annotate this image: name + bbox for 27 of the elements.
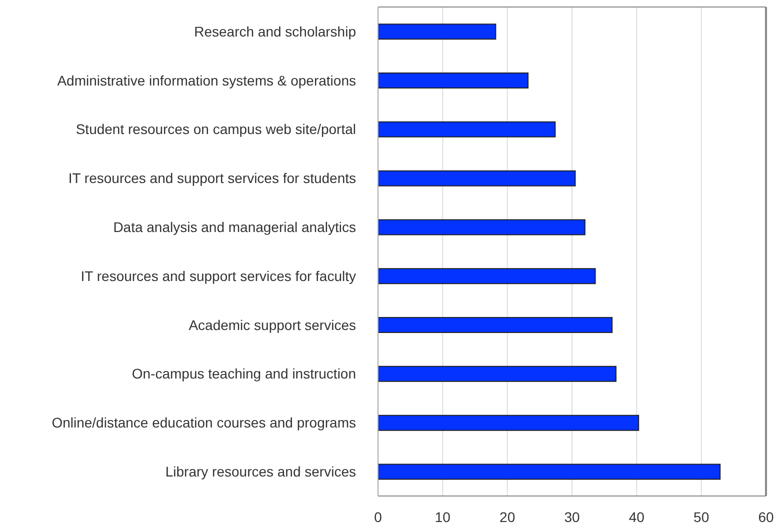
y-tick-label: Administrative information systems & operations	[57, 72, 356, 88]
bar	[378, 219, 586, 236]
y-tick-label: Data analysis and managerial analytics	[113, 219, 356, 236]
x-tick-label: 10	[434, 508, 451, 523]
x-tick-label: 40	[628, 508, 645, 523]
x-tick-label: 30	[564, 508, 580, 523]
y-tick-label: On-campus teaching and instruction	[132, 366, 356, 382]
bar	[378, 317, 613, 334]
y-tick-label: Online/distance education courses and programs	[52, 414, 356, 431]
y-tick-label: Research and scholarship	[194, 23, 356, 40]
x-tick-label: 20	[500, 508, 516, 523]
bar	[378, 24, 496, 40]
x-tick-label: 0	[374, 508, 382, 523]
x-tick-label: 50	[694, 508, 710, 523]
y-tick-label: Student resources on campus web site/portal	[76, 121, 356, 138]
y-tick-label: IT resources and support services for faculty	[80, 268, 356, 284]
y-tick-label: IT resources and support services for students	[68, 170, 356, 186]
bar	[378, 121, 556, 138]
bar	[378, 72, 529, 89]
bar	[378, 414, 640, 431]
y-tick-label: Library resources and services	[165, 464, 356, 480]
bar	[378, 464, 721, 480]
bar	[378, 170, 576, 186]
bar	[378, 268, 596, 284]
x-tick-label: 60	[758, 508, 774, 523]
y-tick-label: Academic support services	[188, 316, 356, 333]
bar	[378, 366, 616, 382]
